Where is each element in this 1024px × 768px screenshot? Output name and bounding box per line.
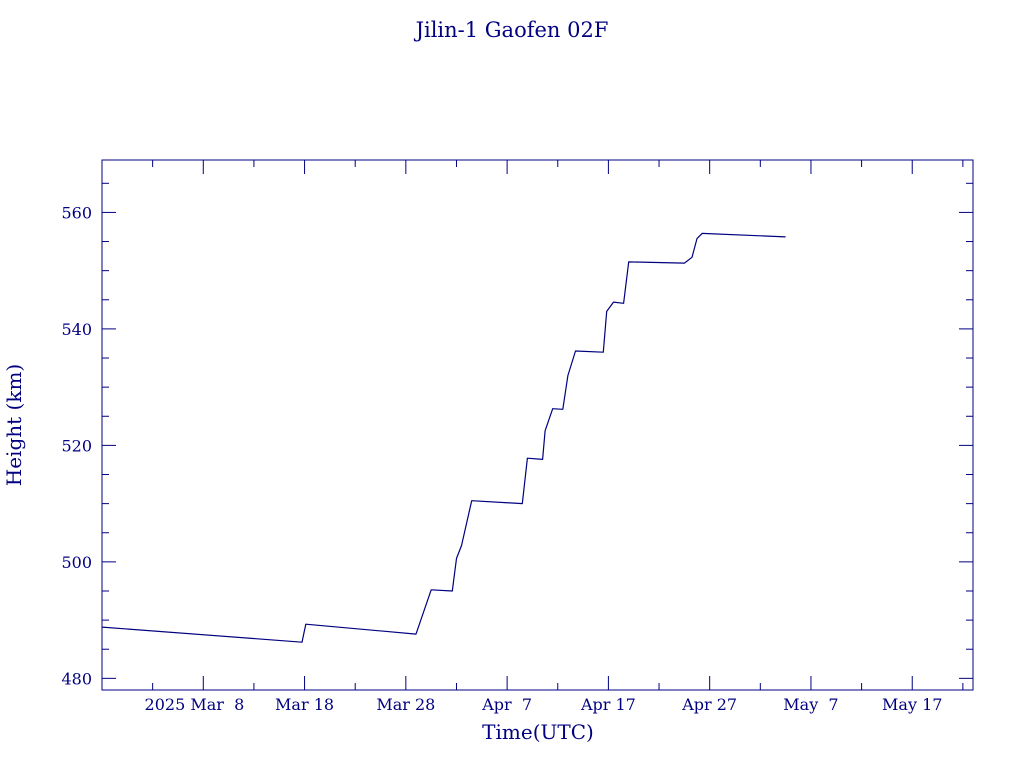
x-tick-label: May 7 (783, 695, 838, 714)
y-tick-label: 500 (61, 553, 92, 572)
tick-labels-layer: 480 500 520 540 560 2025 Mar 8 Mar 18 Mar 28 Apr… (61, 203, 942, 714)
chart-title: Jilin-1 Gaofen 02F (414, 18, 609, 42)
y-tick-label: 540 (61, 320, 92, 339)
y-tick-label: 520 (61, 436, 92, 455)
y-axis-title: Height (km) (2, 364, 26, 486)
x-tick-label: Mar 28 (376, 695, 435, 714)
x-tick-label: May 17 (882, 695, 942, 714)
y-tick-label: 480 (61, 669, 92, 688)
series-layer (101, 232, 786, 643)
x-tick-label: Mar 18 (275, 695, 334, 714)
ticks-layer (101, 160, 973, 690)
x-tick-label: Apr 7 (481, 695, 532, 714)
x-tick-label: 2025 Mar 8 (145, 695, 245, 714)
y-tick-label: 560 (61, 203, 92, 222)
height-series-line (101, 232, 786, 643)
x-axis-title: Time(UTC) (482, 720, 594, 744)
x-tick-label: Apr 27 (681, 695, 737, 714)
x-tick-label: Apr 17 (580, 695, 636, 714)
plot-frame (101, 159, 974, 691)
